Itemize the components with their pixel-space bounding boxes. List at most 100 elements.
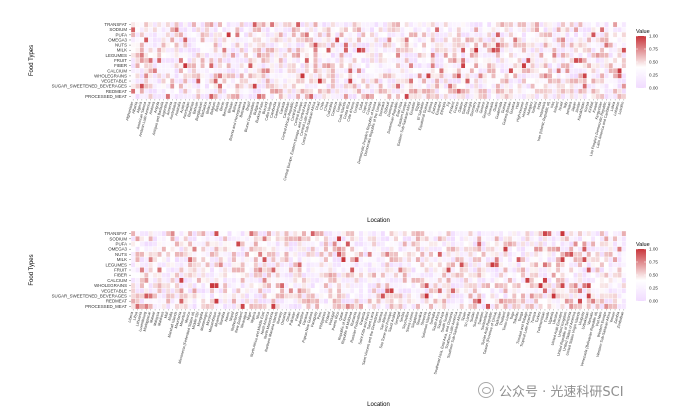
heatmap-cell	[205, 267, 211, 273]
heatmap-cell	[262, 267, 268, 273]
heatmap-cell	[465, 42, 470, 48]
heatmap-cell	[152, 293, 158, 299]
heatmap-cell	[520, 251, 526, 258]
heatmap-cell	[262, 298, 268, 305]
y-tick-label: VEGETABLE	[101, 288, 127, 293]
heatmap-cell	[148, 73, 153, 79]
heatmap-cell	[240, 272, 246, 279]
heatmap-cell	[196, 262, 202, 268]
heatmap-cell	[135, 37, 140, 43]
heatmap-cell	[393, 293, 399, 299]
heatmap-cell	[400, 83, 405, 89]
heatmap-cell	[371, 230, 377, 237]
heatmap-cell	[130, 267, 136, 273]
heatmap-cell	[269, 47, 275, 54]
heatmap-cell	[227, 230, 232, 237]
heatmap-cell	[459, 256, 465, 263]
heatmap-cell	[334, 83, 340, 89]
heatmap-cell	[577, 303, 583, 310]
heatmap-cell	[310, 303, 316, 310]
heatmap-cell	[446, 246, 452, 253]
heatmap-cell	[551, 298, 557, 305]
heatmap-cell	[508, 37, 514, 43]
heatmap-cell	[231, 246, 237, 253]
heatmap-cell	[287, 26, 292, 33]
heatmap-cell	[230, 73, 236, 79]
heatmap-cell	[555, 241, 561, 247]
heatmap-cell	[621, 267, 627, 273]
heatmap-cell	[170, 241, 176, 247]
x-tick-label: Singapore	[411, 311, 419, 328]
heatmap-cell	[266, 251, 272, 258]
heatmap-cell	[577, 256, 583, 263]
heatmap-cell	[174, 298, 180, 305]
x-tick-label: Andorra	[149, 100, 157, 115]
heatmap-cell	[205, 282, 211, 289]
heatmap-cell	[504, 47, 509, 54]
heatmap-cell	[339, 32, 344, 38]
heatmap-cell	[556, 93, 562, 100]
heatmap-cell	[279, 272, 285, 279]
heatmap-cell	[278, 88, 284, 95]
heatmap-cell	[235, 21, 240, 28]
heatmap-cell	[306, 298, 311, 305]
heatmap-cell	[433, 267, 438, 273]
heatmap-cell	[300, 21, 305, 28]
heatmap-cell	[183, 272, 189, 279]
heatmap-cell	[226, 88, 232, 95]
heatmap-cell	[517, 26, 523, 33]
heatmap-cell	[161, 267, 167, 273]
heatmap-cell	[170, 293, 176, 299]
heatmap-cell	[266, 282, 272, 289]
heatmap-cell	[369, 42, 375, 48]
heatmap-cell	[143, 241, 149, 247]
heatmap-cell	[547, 32, 553, 38]
heatmap-cell	[347, 42, 353, 48]
x-tick-label: Thailand	[499, 311, 507, 326]
x-tick-label: Mongolia	[197, 310, 205, 326]
heatmap-cell	[182, 52, 188, 59]
x-tick-label: Cameroon	[273, 101, 281, 119]
heatmap-cell	[591, 21, 596, 28]
heatmap-cell	[157, 272, 162, 279]
heatmap-cell	[478, 88, 483, 95]
heatmap-cell	[595, 230, 600, 237]
heatmap-cell	[371, 246, 377, 253]
heatmap-cell	[282, 42, 288, 48]
heatmap-cell	[343, 37, 349, 43]
heatmap-cell	[564, 282, 570, 289]
heatmap-cell	[165, 256, 171, 263]
heatmap-cell	[174, 42, 179, 48]
heatmap-cell	[187, 230, 193, 237]
heatmap-cell	[332, 277, 338, 284]
heatmap-cell	[213, 32, 219, 38]
heatmap-cell	[452, 26, 457, 33]
heatmap-cell	[437, 256, 443, 263]
heatmap-cell	[200, 293, 206, 299]
heatmap-cell	[310, 288, 316, 294]
heatmap-cell	[533, 246, 539, 253]
heatmap-cell	[345, 246, 351, 253]
heatmap-cell	[503, 256, 508, 263]
heatmap-cell	[582, 267, 587, 273]
heatmap-cell	[282, 73, 288, 79]
heatmap-cell	[130, 293, 136, 299]
heatmap-cell	[443, 62, 449, 69]
heatmap-cell	[314, 298, 320, 305]
heatmap-cell	[530, 47, 536, 54]
heatmap-cell	[508, 73, 514, 79]
heatmap-cell	[568, 282, 574, 289]
heatmap-cell	[161, 73, 166, 79]
heatmap-cell	[499, 21, 505, 28]
heatmap-cell	[446, 282, 452, 289]
heatmap-cell	[404, 37, 410, 43]
heatmap-cell	[170, 267, 176, 273]
heatmap-cell	[456, 83, 462, 89]
heatmap-cell	[608, 52, 614, 59]
heatmap-cell	[595, 88, 601, 95]
heatmap-cell	[288, 236, 294, 242]
heatmap-cell	[139, 83, 145, 89]
heatmap-cell	[507, 251, 513, 258]
heatmap-cell	[139, 251, 145, 258]
heatmap-cell	[183, 246, 189, 253]
